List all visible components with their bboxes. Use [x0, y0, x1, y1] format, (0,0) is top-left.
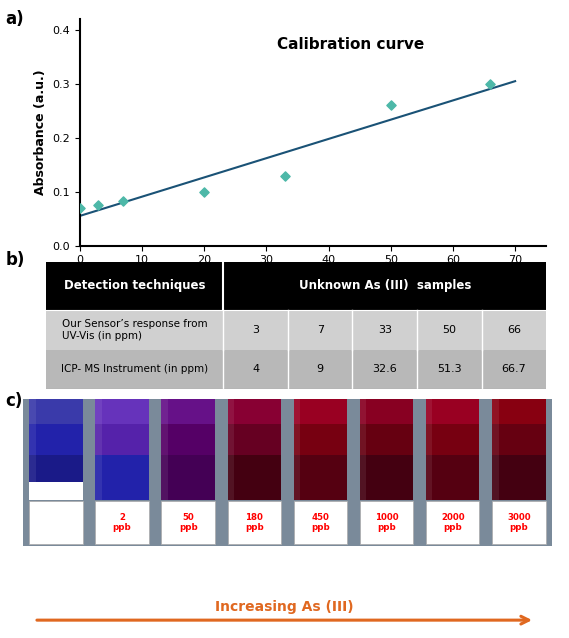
Bar [162, 399, 215, 424]
Bar [360, 399, 413, 424]
Text: Our Sensor’s response from
UV-Vis (in ppm): Our Sensor’s response from UV-Vis (in pp… [61, 319, 207, 341]
Bar [162, 399, 168, 500]
Text: ICP- MS Instrument (in ppm): ICP- MS Instrument (in ppm) [61, 364, 208, 375]
Point [486, 78, 495, 89]
Text: 1000
ppb: 1000 ppb [375, 513, 398, 532]
Bar [426, 501, 480, 544]
Bar [294, 424, 347, 455]
Bar [29, 482, 83, 500]
Point [281, 170, 290, 181]
Text: 3000
ppb: 3000 ppb [507, 513, 531, 532]
Text: 450
ppb: 450 ppb [311, 513, 330, 532]
Text: 180
ppb: 180 ppb [245, 513, 263, 532]
Bar [360, 424, 413, 455]
Bar [46, 350, 546, 389]
Bar [360, 399, 366, 500]
Bar [492, 455, 546, 500]
Text: 2000
ppb: 2000 ppb [441, 513, 464, 532]
Text: 2
ppb: 2 ppb [113, 513, 131, 532]
Bar [426, 455, 480, 500]
Bar [29, 399, 35, 500]
Y-axis label: Absorbance (a.u.): Absorbance (a.u.) [34, 70, 47, 195]
Text: 9: 9 [316, 364, 324, 375]
Bar [492, 399, 498, 500]
Bar [29, 424, 83, 455]
Bar [95, 455, 149, 500]
Bar [95, 399, 149, 424]
Text: Unknown As (III)  samples: Unknown As (III) samples [299, 279, 471, 292]
Text: 66.7: 66.7 [501, 364, 526, 375]
Bar [426, 424, 480, 455]
Text: Increasing As (III): Increasing As (III) [215, 600, 354, 614]
Text: 7: 7 [316, 325, 324, 335]
Bar [492, 501, 546, 544]
Text: 32.6: 32.6 [372, 364, 397, 375]
Text: a): a) [6, 10, 24, 27]
Bar [492, 399, 546, 424]
Bar [228, 399, 281, 424]
Point [200, 186, 209, 197]
Bar [294, 399, 300, 500]
Point [75, 203, 84, 213]
Bar [95, 501, 149, 544]
Bar [360, 501, 413, 544]
Bar [294, 501, 347, 544]
X-axis label: Concentration of As (III) (μg/ml): Concentration of As (III) (μg/ml) [201, 271, 425, 284]
Text: Detection techniques: Detection techniques [64, 279, 205, 292]
Text: 66: 66 [507, 325, 521, 335]
Text: Calibration curve: Calibration curve [277, 37, 424, 52]
Bar [162, 455, 215, 500]
Bar [162, 424, 215, 455]
Text: 4: 4 [252, 364, 259, 375]
Bar [29, 501, 83, 544]
Bar [294, 399, 347, 424]
Bar [29, 399, 83, 424]
Text: 51.3: 51.3 [437, 364, 461, 375]
Bar [294, 455, 347, 500]
Bar [360, 455, 413, 500]
Bar [426, 399, 480, 424]
Bar [46, 262, 546, 310]
Text: 3: 3 [252, 325, 259, 335]
Bar [29, 455, 83, 500]
Bar [228, 455, 281, 500]
Bar [228, 424, 281, 455]
Bar [228, 501, 281, 544]
Bar [95, 424, 149, 455]
Bar [162, 501, 215, 544]
Bar [426, 399, 432, 500]
Point [386, 100, 395, 110]
Point [94, 200, 103, 211]
Bar [95, 399, 102, 500]
Text: c): c) [6, 392, 23, 410]
Text: 50
ppb: 50 ppb [179, 513, 197, 532]
Text: 50: 50 [442, 325, 456, 335]
Text: 33: 33 [378, 325, 392, 335]
Point [119, 197, 128, 207]
Bar [228, 399, 234, 500]
Bar [46, 310, 546, 350]
Bar [492, 424, 546, 455]
Bar [23, 399, 552, 545]
Text: b): b) [6, 251, 25, 269]
